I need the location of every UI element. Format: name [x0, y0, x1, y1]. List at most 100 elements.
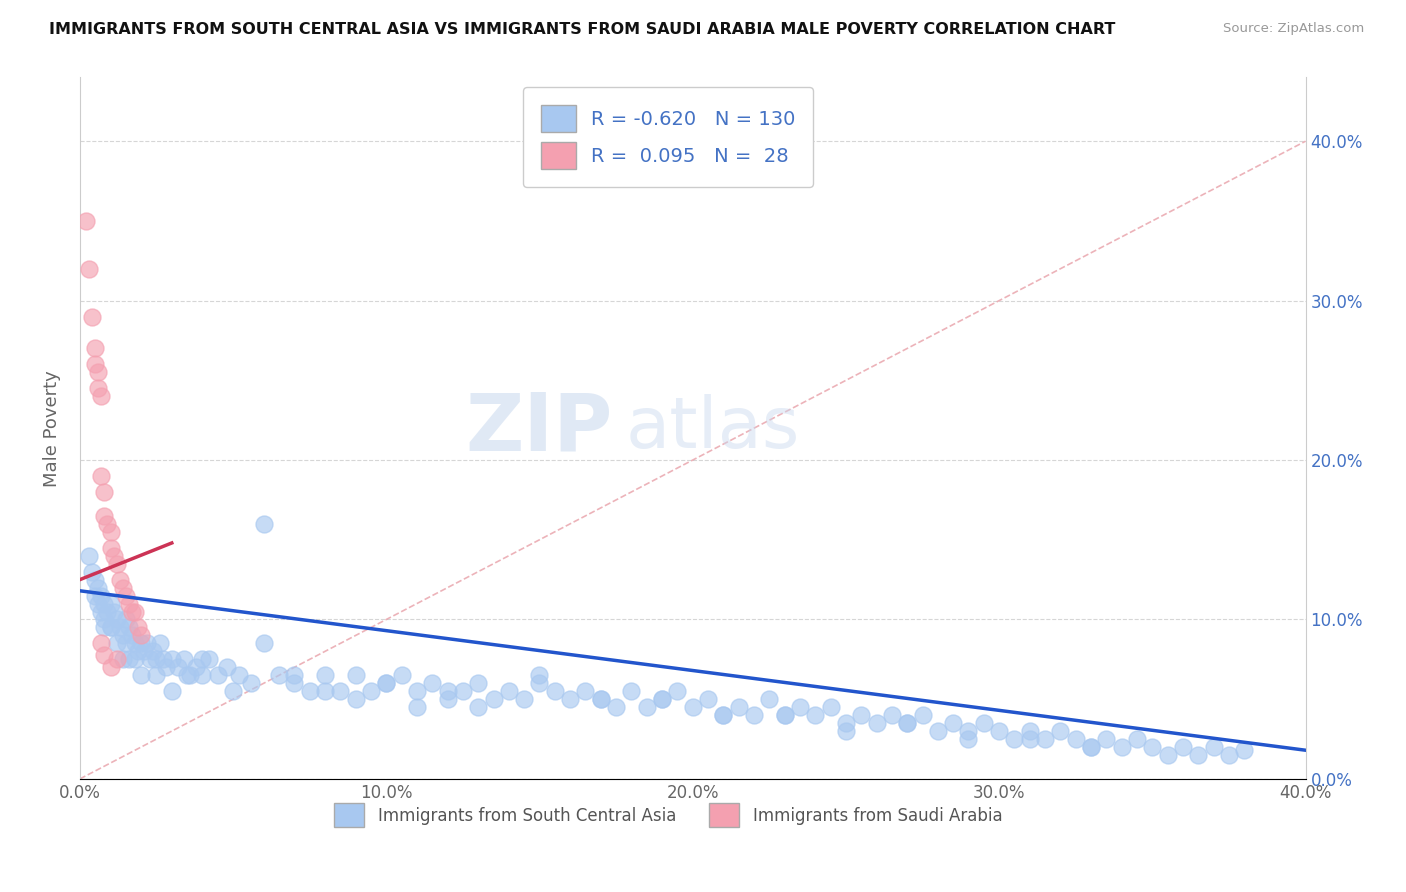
- Point: [90, 389, 112, 403]
- Point: [103, 605, 125, 619]
- Point: [344, 668, 367, 682]
- Point: [179, 668, 201, 682]
- Point: [835, 716, 858, 731]
- Point: [127, 620, 149, 634]
- Point: [114, 636, 136, 650]
- Point: [1018, 724, 1040, 739]
- Point: [103, 549, 125, 563]
- Point: [283, 676, 305, 690]
- Point: [114, 589, 136, 603]
- Point: [1126, 732, 1149, 747]
- Point: [436, 692, 458, 706]
- Point: [129, 636, 152, 650]
- Point: [93, 485, 115, 500]
- Point: [529, 668, 551, 682]
- Point: [145, 668, 167, 682]
- Text: Source: ZipAtlas.com: Source: ZipAtlas.com: [1223, 22, 1364, 36]
- Point: [93, 648, 115, 662]
- Point: [139, 652, 162, 666]
- Point: [957, 724, 980, 739]
- Point: [529, 676, 551, 690]
- Point: [84, 342, 107, 356]
- Point: [467, 676, 489, 690]
- Point: [620, 684, 643, 698]
- Point: [911, 708, 934, 723]
- Point: [498, 684, 520, 698]
- Point: [93, 620, 115, 634]
- Point: [927, 724, 949, 739]
- Point: [360, 684, 382, 698]
- Point: [77, 261, 100, 276]
- Point: [100, 620, 122, 634]
- Point: [207, 668, 229, 682]
- Point: [191, 652, 214, 666]
- Point: [451, 684, 474, 698]
- Point: [100, 620, 122, 634]
- Point: [973, 716, 995, 731]
- Point: [114, 612, 136, 626]
- Point: [711, 708, 734, 723]
- Point: [820, 700, 842, 714]
- Point: [851, 708, 873, 723]
- Point: [789, 700, 811, 714]
- Text: atlas: atlas: [626, 393, 800, 463]
- Point: [124, 605, 146, 619]
- Point: [84, 589, 107, 603]
- Point: [344, 692, 367, 706]
- Point: [298, 684, 321, 698]
- Point: [957, 732, 980, 747]
- Point: [773, 708, 796, 723]
- Point: [467, 700, 489, 714]
- Point: [253, 516, 276, 531]
- Point: [105, 612, 128, 626]
- Point: [160, 684, 183, 698]
- Point: [835, 724, 858, 739]
- Point: [121, 628, 143, 642]
- Point: [544, 684, 567, 698]
- Point: [314, 684, 336, 698]
- Point: [134, 644, 156, 658]
- Point: [406, 700, 429, 714]
- Point: [1080, 739, 1102, 754]
- Point: [682, 700, 704, 714]
- Point: [167, 660, 190, 674]
- Point: [988, 724, 1011, 739]
- Point: [127, 644, 149, 658]
- Point: [93, 612, 115, 626]
- Point: [711, 708, 734, 723]
- Point: [108, 620, 131, 634]
- Point: [90, 469, 112, 483]
- Point: [1171, 739, 1194, 754]
- Point: [90, 605, 112, 619]
- Point: [111, 628, 134, 642]
- Point: [758, 692, 780, 706]
- Point: [1111, 739, 1133, 754]
- Point: [111, 652, 134, 666]
- Point: [1080, 739, 1102, 754]
- Point: [186, 660, 208, 674]
- Point: [253, 636, 276, 650]
- Point: [329, 684, 352, 698]
- Point: [773, 708, 796, 723]
- Point: [124, 652, 146, 666]
- Point: [558, 692, 581, 706]
- Point: [420, 676, 443, 690]
- Point: [82, 565, 104, 579]
- Point: [804, 708, 827, 723]
- Point: [136, 636, 159, 650]
- Point: [129, 668, 152, 682]
- Point: [105, 557, 128, 571]
- Point: [84, 573, 107, 587]
- Point: [77, 549, 100, 563]
- Point: [118, 597, 141, 611]
- Y-axis label: Male Poverty: Male Poverty: [44, 370, 60, 486]
- Text: IMMIGRANTS FROM SOUTH CENTRAL ASIA VS IMMIGRANTS FROM SAUDI ARABIA MALE POVERTY : IMMIGRANTS FROM SOUTH CENTRAL ASIA VS IM…: [49, 22, 1115, 37]
- Point: [240, 676, 263, 690]
- Text: ZIP: ZIP: [465, 389, 613, 467]
- Point: [100, 660, 122, 674]
- Point: [148, 636, 170, 650]
- Point: [90, 636, 112, 650]
- Point: [121, 605, 143, 619]
- Point: [697, 692, 720, 706]
- Point: [1095, 732, 1118, 747]
